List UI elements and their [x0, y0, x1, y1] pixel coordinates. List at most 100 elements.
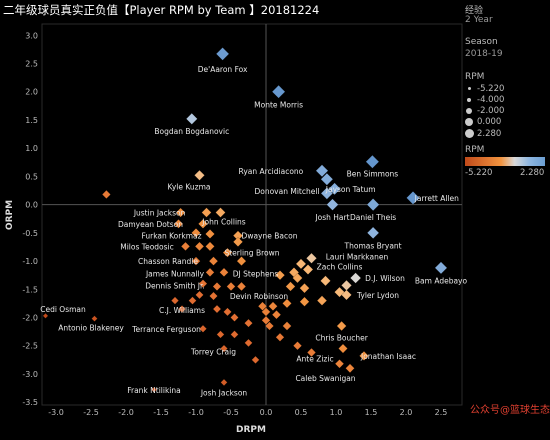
- watermark: 公众号@篮球生态: [470, 405, 550, 416]
- data-point[interactable]: [302, 264, 314, 275]
- x-tick-label: -2.0: [118, 408, 134, 417]
- data-point[interactable]: [366, 226, 380, 240]
- data-point[interactable]: [201, 207, 212, 218]
- data-point[interactable]: [244, 338, 253, 348]
- data-point[interactable]: [220, 378, 228, 387]
- data-point[interactable]: [338, 343, 348, 354]
- data-point[interactable]: [215, 207, 226, 218]
- y-tick-label: 2.0: [25, 88, 38, 97]
- y-tick-label: -1.0: [22, 257, 38, 266]
- data-point[interactable]: [91, 315, 98, 322]
- data-point[interactable]: [101, 189, 111, 199]
- data-point[interactable]: [271, 84, 286, 99]
- data-point[interactable]: [185, 112, 198, 125]
- data-point[interactable]: [345, 363, 355, 374]
- data-point[interactable]: [215, 47, 230, 61]
- data-point[interactable]: [244, 318, 253, 328]
- data-point[interactable]: [315, 164, 329, 178]
- data-point[interactable]: [275, 332, 285, 342]
- data-point[interactable]: [236, 256, 247, 266]
- data-point[interactable]: [219, 267, 229, 278]
- data-point[interactable]: [264, 321, 275, 331]
- exp-filter-value[interactable]: 2 Year: [465, 15, 493, 25]
- data-point[interactable]: [191, 256, 201, 266]
- data-point[interactable]: [212, 304, 222, 314]
- data-point[interactable]: [205, 241, 215, 252]
- data-point[interactable]: [292, 272, 303, 284]
- data-point[interactable]: [222, 247, 233, 258]
- data-point[interactable]: [173, 219, 184, 229]
- point-label: Josh Jackson: [200, 389, 248, 398]
- data-point[interactable]: [336, 320, 347, 332]
- data-point[interactable]: [406, 191, 420, 205]
- season-filter-value[interactable]: 2018-19: [465, 49, 503, 59]
- data-point[interactable]: [334, 359, 345, 369]
- data-point[interactable]: [216, 330, 225, 339]
- data-point[interactable]: [326, 198, 339, 211]
- data-point[interactable]: [261, 307, 271, 317]
- x-tick-label: -2.5: [83, 408, 99, 417]
- data-point[interactable]: [299, 283, 310, 294]
- point-label: Jonathan Isaac: [360, 352, 416, 361]
- data-point[interactable]: [299, 296, 310, 307]
- data-point[interactable]: [212, 281, 222, 291]
- point-label: Torrey Craig: [190, 347, 236, 356]
- data-point[interactable]: [320, 187, 334, 200]
- data-point[interactable]: [434, 261, 448, 275]
- data-point[interactable]: [194, 241, 205, 252]
- data-point[interactable]: [316, 295, 328, 306]
- data-point[interactable]: [195, 290, 204, 300]
- data-point[interactable]: [274, 270, 286, 281]
- data-point[interactable]: [150, 386, 158, 393]
- data-point[interactable]: [205, 267, 215, 277]
- data-points: [42, 47, 448, 393]
- data-point[interactable]: [194, 169, 205, 181]
- data-point[interactable]: [170, 296, 180, 305]
- data-point[interactable]: [320, 172, 334, 186]
- data-point[interactable]: [295, 258, 307, 270]
- data-point[interactable]: [251, 355, 260, 364]
- data-point[interactable]: [42, 312, 49, 319]
- point-labels: De'Aaron Fox Monte Morris Bogdan Bogdanovi…: [40, 65, 467, 397]
- data-point[interactable]: [199, 324, 207, 333]
- data-point[interactable]: [236, 281, 247, 292]
- data-point[interactable]: [198, 279, 208, 289]
- data-point[interactable]: [175, 207, 186, 218]
- data-point[interactable]: [328, 182, 341, 196]
- data-point[interactable]: [271, 310, 282, 320]
- x-tick-label: 0.0: [260, 408, 273, 417]
- data-point[interactable]: [230, 330, 239, 339]
- data-point[interactable]: [223, 307, 232, 317]
- data-point[interactable]: [366, 198, 380, 212]
- data-point[interactable]: [208, 256, 219, 266]
- data-point[interactable]: [205, 229, 215, 239]
- data-point[interactable]: [268, 301, 278, 311]
- data-point[interactable]: [209, 291, 218, 301]
- data-point[interactable]: [226, 281, 236, 292]
- data-point[interactable]: [261, 315, 271, 325]
- data-point[interactable]: [232, 236, 244, 247]
- data-point[interactable]: [320, 275, 331, 287]
- data-point[interactable]: [306, 347, 317, 358]
- data-point[interactable]: [257, 301, 268, 311]
- data-point[interactable]: [180, 241, 191, 252]
- data-point[interactable]: [177, 305, 187, 314]
- data-point[interactable]: [285, 281, 296, 292]
- data-point[interactable]: [349, 272, 362, 284]
- data-point[interactable]: [191, 228, 201, 238]
- data-point[interactable]: [306, 252, 317, 264]
- point-label: Furkan Korkmaz: [141, 232, 201, 241]
- data-point[interactable]: [341, 279, 352, 291]
- data-point[interactable]: [220, 344, 228, 353]
- data-point[interactable]: [359, 350, 369, 361]
- data-point[interactable]: [292, 341, 303, 351]
- data-point[interactable]: [282, 321, 292, 331]
- data-point[interactable]: [198, 218, 208, 229]
- data-point[interactable]: [230, 313, 239, 322]
- y-tick-label: 2.5: [25, 60, 38, 69]
- data-point[interactable]: [188, 296, 197, 305]
- data-point[interactable]: [282, 298, 292, 309]
- size-legend-item: -4.000: [465, 95, 504, 105]
- data-point[interactable]: [341, 289, 352, 301]
- data-point[interactable]: [365, 154, 380, 169]
